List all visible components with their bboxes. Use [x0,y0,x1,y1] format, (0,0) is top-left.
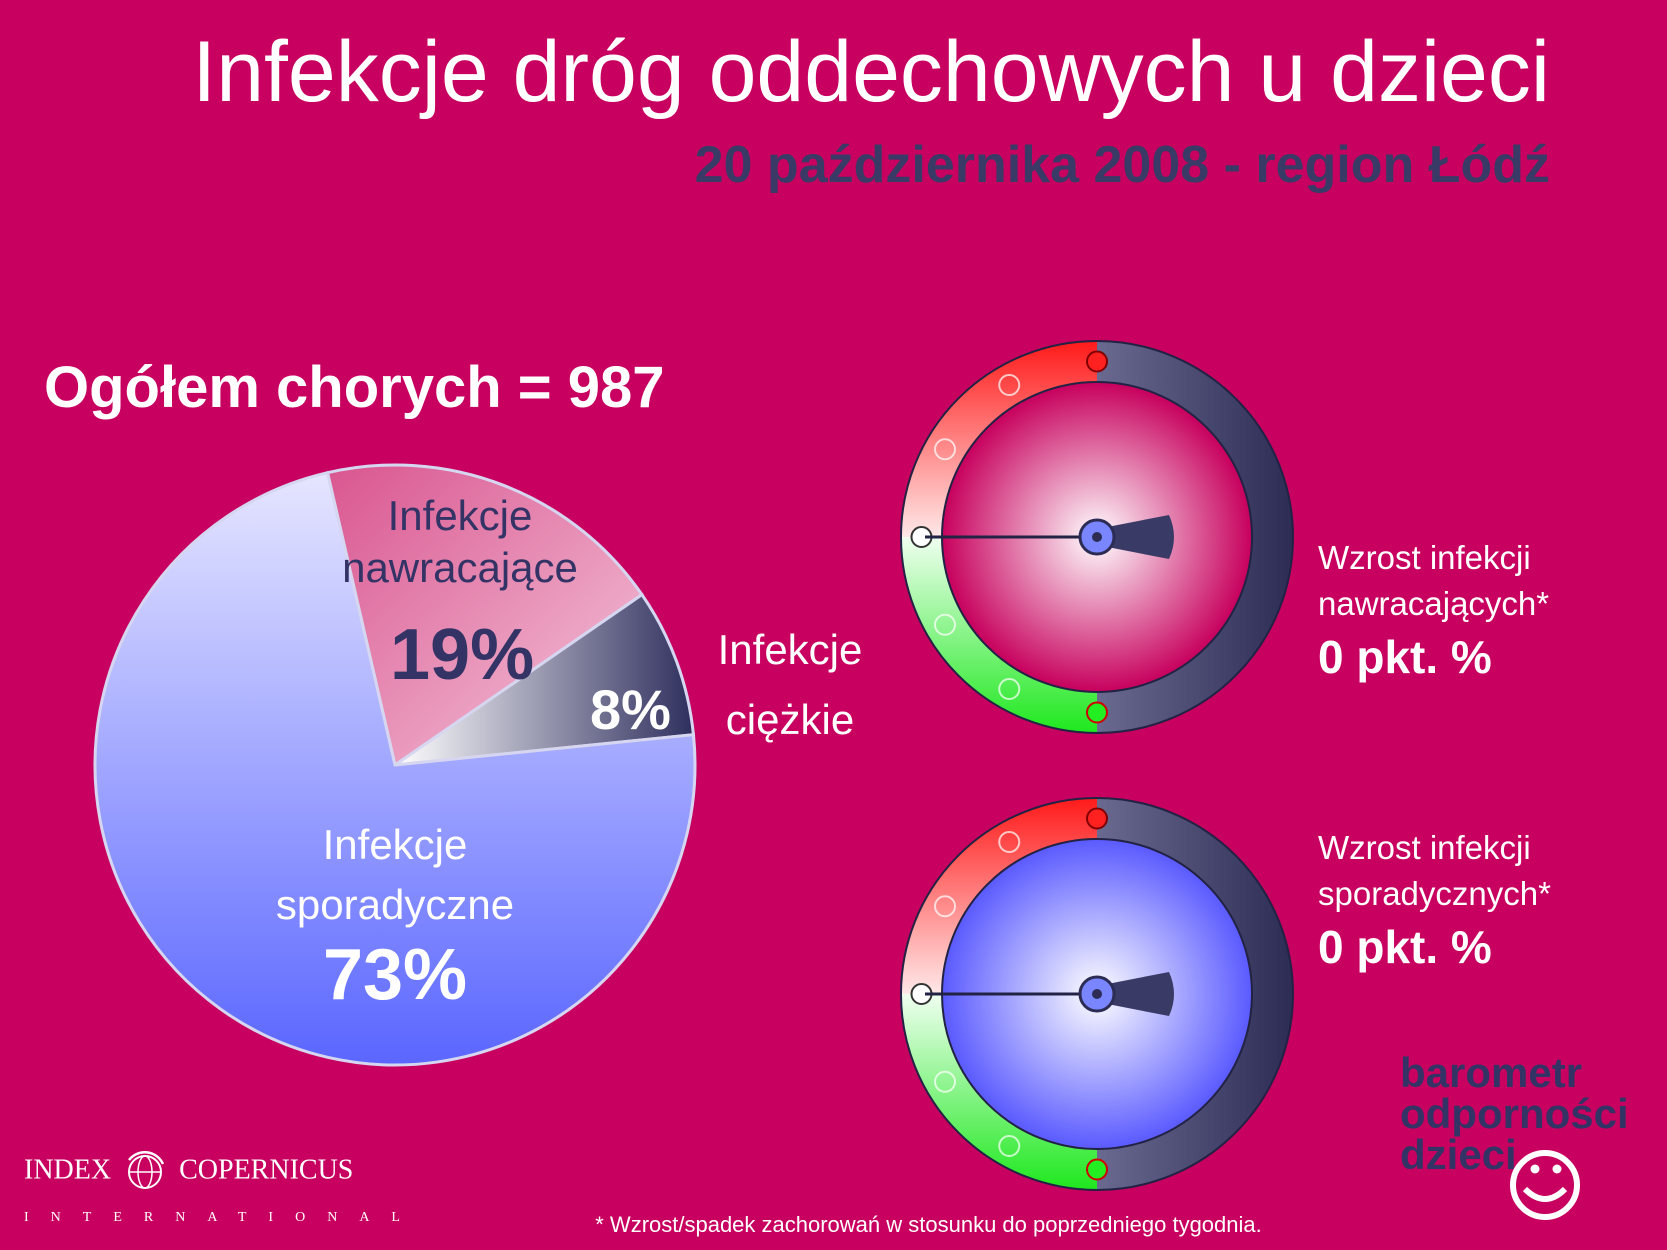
brand-line1: barometr [1400,1049,1583,1096]
slice-label-severe: Infekcje ciężkie [690,615,890,755]
brand-line3: dzieci [1400,1131,1517,1178]
gauge-value-recurrent: 0 pkt. % [1318,631,1492,683]
gauge-recurrent [900,340,1294,734]
slice-value-sporadic: 73% [322,935,468,1015]
total-patients: Ogółem chorych = 987 [44,355,665,420]
pie-chart [93,463,697,1067]
page-subtitle: 20 października 2008 - region Łódź [694,136,1550,194]
gauge-rim [1097,341,1293,733]
gauge-text-sporadic: Wzrost infekcji sporadycznych* [1318,825,1551,917]
gauge-tick [934,438,957,461]
gauge-hub-center [1092,532,1102,542]
gauge-value-sporadic: 0 pkt. % [1318,921,1492,973]
gauge-text-line2: nawracających* [1318,585,1550,622]
gauge-outline [900,340,1294,734]
slice-value-recurrent: 19% [390,615,535,695]
slice-label-line1: Infekcje [717,626,863,673]
gauge-tick [998,831,1021,854]
gauge-text-line1: Wzrost infekcji [1318,829,1531,866]
pie-slice-recurrent [325,463,645,768]
gauge-tick [1086,350,1108,373]
gauge-outline [900,797,1294,1191]
smiley-icon [1510,1150,1580,1220]
pie-slice-severe [394,592,696,767]
gauge-hub-center [1092,989,1102,999]
gauge-text-line2: sporadycznych* [1318,875,1551,912]
gauge-tick [1086,807,1108,830]
gauge-red-zone [901,341,1097,537]
slice-label-line2: sporadyczne [275,881,515,928]
barometr-brand: barometr odporności dzieci [1400,1049,1629,1178]
gauges [900,340,1294,1191]
footnote: * Wzrost/spadek zachorowań w stosunku do… [595,1212,1262,1237]
slice-label-line1: Infekcje [322,821,468,868]
brand-line2: odporności [1400,1090,1629,1137]
gauge-tick [998,677,1021,700]
gauge-text-recurrent: Wzrost infekcji nawracających* [1318,535,1549,627]
slice-value-severe: 8% [590,678,671,741]
gauge-red-zone [901,798,1097,994]
slice-label-line1: Infekcje [387,492,533,539]
slice-label-sporadic: Infekcje sporadyczne [230,815,560,935]
gauge-green-zone [901,994,1097,1190]
slice-label-line2: nawracające [342,544,578,591]
gauge-sporadic [900,797,1294,1191]
gauge-tick [934,895,957,918]
gauge-green-zone [901,537,1097,733]
gauge-tick [998,374,1021,397]
slice-label-recurrent: Infekcje nawracające [340,490,580,594]
globe-icon [118,1150,172,1194]
gauge-rim [1097,798,1293,1190]
logo-text-international: INTERNATIONAL [24,1210,422,1225]
gauge-tick [1086,1158,1108,1181]
gauge-tick [934,613,957,636]
logo-text-index: INDEX [24,1154,112,1186]
pie-slice-sporadic [93,470,697,1067]
gauge-tick [1086,701,1108,724]
logo-text-copernicus: COPERNICUS [179,1154,354,1186]
gauge-needle-tail [1097,972,1174,1016]
gauge-tick [934,1070,957,1093]
gauge-needle-tail [1097,515,1174,559]
index-copernicus-logo: INDEX COPERNICUS [24,1150,353,1194]
gauge-text-line1: Wzrost infekcji [1318,539,1531,576]
slice-label-line2: ciężkie [725,696,855,743]
page-title: Infekcje dróg oddechowych u dzieci [192,24,1550,120]
gauge-tick [998,1134,1021,1157]
